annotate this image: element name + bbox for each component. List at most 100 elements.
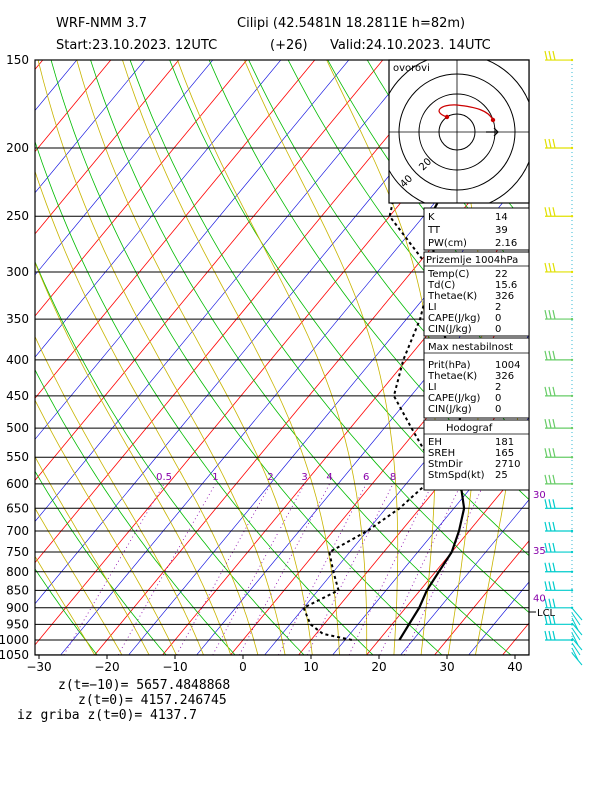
- tt-index-value: 39: [495, 225, 508, 236]
- freezing-height-zero: z(t=0)= 4157.246745: [78, 693, 227, 708]
- surface-value-4: 0: [495, 313, 501, 324]
- moist-adiabat--8: [35, 399, 177, 655]
- x-tick-10: 10: [303, 660, 318, 674]
- pressure-tick-300: 300: [6, 265, 29, 279]
- surface-wind-barb-3: [571, 622, 583, 636]
- max-instability-value-4: 0: [495, 404, 501, 415]
- mixing-ratio-label-3: 3: [301, 472, 307, 483]
- mixing-ratio-label-8: 8: [390, 472, 396, 483]
- wind-speed-label-35: 35: [533, 546, 546, 557]
- wind-barb-950: [544, 615, 574, 626]
- wind-speed-label-30: 30: [533, 490, 546, 501]
- max-instability-title: Max nestabilnost: [428, 342, 513, 353]
- aux-isotherm--65: [35, 60, 282, 358]
- mixing-ratio-0.5: [63, 483, 165, 655]
- dry-adiabat-250: [35, 568, 98, 655]
- lcl-label: LCL: [537, 608, 556, 619]
- x-tick-40: 40: [507, 660, 522, 674]
- pressure-tick-700: 700: [6, 524, 29, 538]
- isotherm--100: [35, 60, 44, 71]
- wind-barb-600: [544, 474, 574, 486]
- temperature-axis-labels: −30 −20 −10 0 10 20 30 40: [26, 655, 523, 674]
- pressure-axis-labels: 150 200 250 300 350 400 450 500 550 600 650 700 750 8…: [0, 53, 29, 662]
- moist-adiabat-24: [243, 60, 399, 655]
- moist-adiabat-8: [37, 60, 286, 655]
- moist-adiabat--20: [35, 555, 96, 655]
- aux-isotherm-45: [537, 39, 600, 655]
- pressure-tick-750: 750: [6, 545, 29, 559]
- dry-adiabat-310: [90, 60, 512, 655]
- surface-value-5: 0: [495, 324, 501, 335]
- surface-wind-barb-9: [571, 652, 583, 666]
- moist-adiabat-16: [122, 60, 340, 655]
- pressure-tick-950: 950: [6, 617, 29, 631]
- hodograph-frame: [388, 59, 530, 204]
- dry-adiabat-300: [50, 60, 443, 655]
- aux-isotherm--75: [35, 60, 214, 276]
- pressure-tick-1000: 1000: [0, 633, 29, 647]
- dry-adiabat-270: [35, 368, 236, 655]
- max-instability-value-1: 326: [495, 371, 514, 382]
- pressure-tick-150: 150: [6, 53, 29, 67]
- dry-adiabat-320: [129, 60, 529, 613]
- moist-adiabat-12: [76, 60, 313, 655]
- surface-label-1: Td(C): [427, 280, 455, 291]
- hodograph-stat-value-1: 165: [495, 448, 514, 459]
- surface-wind-barb-7: [571, 642, 581, 656]
- isotherm--60: [35, 60, 316, 399]
- max-instability-box: Max nestabilnost Prit(hPa) 1004 Thetae(K) 3…: [423, 337, 530, 419]
- wind-speed-label-40: 40: [533, 593, 546, 604]
- pressure-tick-1050: 1050: [0, 648, 29, 662]
- surface-wind-barb-1: [571, 612, 581, 626]
- mixing-ratio-20: [403, 483, 485, 655]
- hodograph-start-dot: [444, 114, 450, 120]
- surface-label-3: LI: [428, 302, 437, 313]
- mixing-ratio-label-0.5: 0.5: [156, 472, 172, 483]
- lcl-marker: LCL: [529, 608, 556, 619]
- mixing-ratio-1: [117, 483, 216, 655]
- surface-label-2: Thetae(K): [427, 291, 477, 302]
- aux-isotherm--55: [35, 60, 350, 440]
- pressure-tick-600: 600: [6, 477, 29, 491]
- hodograph-end-dot: [490, 117, 496, 123]
- wind-barb-850: [544, 581, 574, 592]
- dry-adiabat-440: [588, 39, 600, 655]
- surface-wind-barb-0: [571, 607, 583, 621]
- isotherm--70: [35, 60, 248, 317]
- hodograph-stats-title: Hodograf: [446, 423, 493, 434]
- location-title: Cilipi (42.5481N 18.2811E h=82m): [237, 16, 465, 31]
- surface-value-2: 326: [495, 291, 514, 302]
- x-tick-20: 20: [371, 660, 386, 674]
- pressure-tick-450: 450: [6, 389, 29, 403]
- pw-value: 2.16: [495, 238, 517, 249]
- dry-adiabat-260: [35, 470, 167, 655]
- isotherm--90: [35, 60, 112, 153]
- hodograph-stat-label-1: SREH: [428, 448, 455, 459]
- max-instability-value-2: 2: [495, 382, 501, 393]
- mixing-ratio-8: [306, 483, 394, 655]
- surface-wind-barb-2: [571, 617, 579, 631]
- model-name: WRF-NMM 3.7: [56, 16, 147, 31]
- mixing-ratio-2: [176, 483, 271, 655]
- mixing-ratio-label-4: 4: [326, 472, 332, 483]
- max-instability-label-0: Prit(hPa): [428, 360, 471, 371]
- pressure-tick-200: 200: [6, 141, 29, 155]
- wind-barb-450: [544, 386, 574, 398]
- surface-label-0: Temp(C): [427, 269, 470, 280]
- max-instability-label-2: LI: [428, 382, 437, 393]
- wind-barb-900: [544, 598, 574, 609]
- aux-isotherm--85: [35, 60, 146, 194]
- dry-adiabat-280: [35, 260, 305, 655]
- pressure-tick-250: 250: [6, 209, 29, 223]
- pressure-tick-900: 900: [6, 601, 29, 615]
- wind-barb-550: [544, 448, 574, 459]
- wind-barb-800: [544, 562, 574, 573]
- dry-adiabat-360: [287, 60, 529, 390]
- hodograph-stat-value-2: 2710: [495, 459, 520, 470]
- wind-barb-650: [544, 499, 574, 510]
- wind-barb-300: [544, 262, 574, 274]
- moist-adiabat--16: [35, 507, 123, 655]
- dry-adiabat-350: [248, 60, 529, 445]
- wind-barb-700: [544, 521, 574, 533]
- wind-barb-1000: [544, 630, 574, 642]
